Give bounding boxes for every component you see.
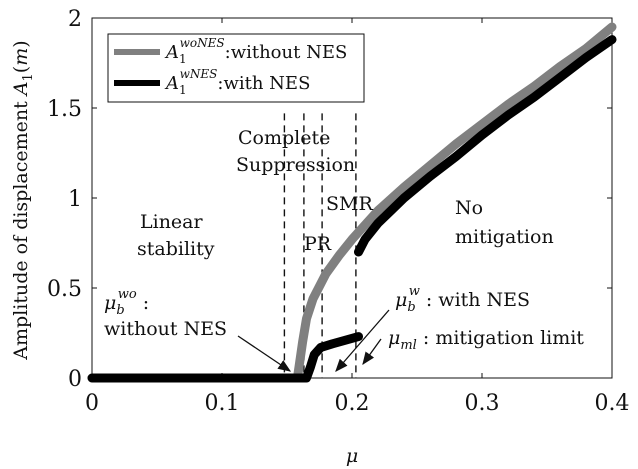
annotation-mu-wo-desc: without NES (104, 318, 227, 340)
y-axis-label: Amplitude of displacement A1(m) (10, 40, 36, 360)
x-tick-label: 0.3 (465, 391, 500, 416)
x-tick-label: 0.4 (595, 391, 630, 416)
annotation-mitigation: mitigation (455, 226, 554, 248)
annotation-pr: PR (304, 233, 332, 255)
annotation-no: No (455, 197, 483, 219)
annotation-mu-w: μbw : with NES (395, 284, 530, 315)
arrow-mu-wo (237, 335, 292, 372)
x-tick-label: 0.1 (205, 391, 240, 416)
arrow-mu-ml (362, 338, 382, 366)
x-axis-label: μ (346, 445, 358, 467)
y-tick-label: 2 (68, 7, 82, 32)
annotation-mu-ml: μml : mitigation limit (388, 327, 584, 353)
legend-label-woNES: A1woNES:without NES (164, 36, 347, 66)
legend-label-wNES: A1wNES:with NES (164, 67, 310, 97)
x-tick-label: 0.2 (335, 391, 370, 416)
arrow-mu-w (335, 309, 390, 372)
legend: A1woNES:without NES A1wNES:with NES (107, 33, 365, 103)
legend-box (107, 33, 365, 103)
y-tick-label: 1 (68, 187, 82, 212)
series-line-with-nes-segment-1 (87, 332, 363, 383)
annotation-stability: stability (137, 238, 215, 260)
annotation-smr: SMR (326, 193, 373, 215)
series-line-with-nes-segment-2 (354, 35, 617, 257)
annotation-complete: Complete (238, 127, 330, 149)
y-tick-label: 0 (68, 367, 82, 392)
y-tick-label: 1.5 (47, 97, 82, 122)
ticks: 0 0.1 0.2 0.3 0.4 0 0.5 1 1.5 2 (47, 7, 630, 416)
annotation-linear: Linear (140, 211, 204, 233)
series-layer (87, 22, 617, 383)
annotation-suppression: Suppression (236, 154, 355, 176)
x-tick-label: 0 (85, 391, 99, 416)
y-tick-label: 0.5 (47, 277, 82, 302)
annotation-mu-wo: μbwo : (104, 287, 149, 318)
